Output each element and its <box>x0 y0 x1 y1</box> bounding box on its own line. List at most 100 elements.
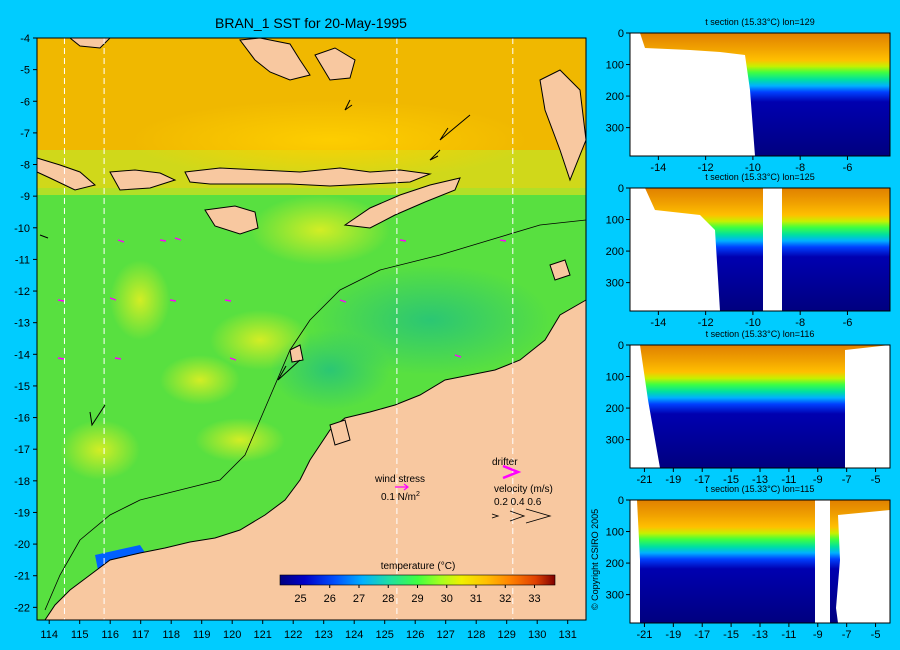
colorbar-tick-label: 33 <box>528 593 540 605</box>
x-tick-label: 124 <box>345 629 363 641</box>
y-tick-label: -15 <box>14 381 30 393</box>
x-tick-label: 120 <box>223 629 241 641</box>
section-y-tick-label: 300 <box>606 123 624 135</box>
section-x-tick-label: -10 <box>745 162 761 174</box>
drifter-legend-arrow <box>502 464 522 480</box>
small-islands <box>329 419 351 446</box>
y-tick-label: -4 <box>20 33 30 45</box>
x-tick-label: 126 <box>406 629 424 641</box>
section-panel: t section (15.33°C) lon=125 0 100 200 300 -14… <box>606 172 891 329</box>
x-tick-label: 127 <box>437 629 455 641</box>
section-bathymetry <box>836 510 890 623</box>
wind-stress-label: wind stress <box>374 474 425 485</box>
sst-eddy <box>195 418 285 462</box>
section-x-tick-label: -14 <box>650 317 666 329</box>
drifter-marker <box>169 299 177 302</box>
drifter-marker <box>159 239 167 242</box>
section-x-tick-label: -9 <box>813 474 823 486</box>
main-map-frame <box>36 37 587 621</box>
drifter-marker <box>339 299 347 303</box>
section-x-tick-label: -21 <box>636 629 652 641</box>
sumba-island <box>204 205 259 235</box>
y-tick-label: -12 <box>14 286 30 298</box>
section-panel: t section (15.33°C) lon=115 0 100 200 300 -21… <box>606 484 891 641</box>
y-tick-label: -7 <box>20 128 30 140</box>
y-tick-label: -6 <box>20 96 30 108</box>
section-y-tick-label: 100 <box>606 372 624 384</box>
section-x-tick-label: -11 <box>781 629 796 641</box>
wind-arrow <box>39 234 49 239</box>
x-tick-label: 125 <box>376 629 394 641</box>
timor-island <box>343 177 461 229</box>
section-y-tick-label: 100 <box>606 215 624 227</box>
x-tick-label: 117 <box>132 629 150 641</box>
colorbar-tick-label: 25 <box>294 593 306 605</box>
section-bathymetry <box>845 345 890 468</box>
x-tick-label: 130 <box>528 629 546 641</box>
section-panels: t section (15.33°C) lon=129 0 100 200 300 -14… <box>606 17 891 641</box>
colorbar-gradient <box>279 574 556 586</box>
colorbar-tick-label: 31 <box>470 593 482 605</box>
small-islands <box>539 69 587 182</box>
section-y-tick-label: 200 <box>606 246 624 258</box>
drifter-marker <box>114 357 122 360</box>
section-x-tick-label: -11 <box>781 474 796 486</box>
australia-landmass <box>44 299 587 621</box>
section-x-tick-label: -19 <box>665 474 681 486</box>
section-x-tick-label: -7 <box>842 474 852 486</box>
x-tick-label: 116 <box>101 629 119 641</box>
colorbar-tick-label: 30 <box>441 593 453 605</box>
section-bathymetry <box>630 188 720 311</box>
y-tick-label: -9 <box>20 191 30 203</box>
section-title: t section (15.33°C) lon=129 <box>705 17 814 27</box>
velocity-legend-arrows <box>491 508 552 524</box>
y-tick-label: -14 <box>14 349 30 361</box>
section-y-tick-label: 200 <box>606 558 624 570</box>
section-y-tick-label: 300 <box>606 590 624 602</box>
x-tick-label: 114 <box>40 629 58 641</box>
velocity-values: 0.2 0.4 0.6 <box>494 497 542 508</box>
drifter-label: drifter <box>492 457 518 468</box>
small-islands <box>549 259 571 281</box>
section-x-tick-label: -14 <box>650 162 666 174</box>
wind-arrow <box>429 149 441 161</box>
section-bathymetry <box>630 33 755 156</box>
drifter-legend: drifter velocity (m/s) 0.2 0.4 0.6 <box>491 457 553 524</box>
x-tick-label: 121 <box>254 629 272 641</box>
y-tick-label: -17 <box>14 444 30 456</box>
section-gap <box>815 500 830 623</box>
wind-stress-legend: wind stress 0.1 N/m2 <box>374 474 425 503</box>
y-tick-label: -22 <box>14 602 30 614</box>
y-tick-label: -13 <box>14 318 30 330</box>
main-map-x-axis: 114 115 116 117 118 119 120 121 122 123 124 125 126 1… <box>40 620 577 641</box>
section-x-tick-label: -8 <box>795 317 805 329</box>
section-y-tick-label: 0 <box>618 183 624 195</box>
section-frame <box>629 32 891 157</box>
drifter-markers <box>57 237 507 361</box>
section-x-tick-label: -9 <box>813 629 823 641</box>
y-tick-label: -16 <box>14 413 30 425</box>
section-x-tick-label: -17 <box>694 629 710 641</box>
section-x-tick-label: -13 <box>752 629 768 641</box>
section-y-tick-label: 200 <box>606 403 624 415</box>
section-panel: t section (15.33°C) lon=129 0 100 200 300 -14… <box>606 17 891 174</box>
section-gap <box>763 188 782 311</box>
drifter-marker <box>454 354 462 358</box>
wind-stress-legend-arrow <box>395 483 409 491</box>
section-y-tick-label: 0 <box>618 495 624 507</box>
sst-cool-patch <box>270 330 390 410</box>
main-map-y-axis: -4 -5 -6 -7 -8 -9 -10 -11 -12 -13 -14 -15 -16 -17 -18 -… <box>14 33 37 614</box>
wind-arrow <box>89 404 106 427</box>
java-island <box>36 157 97 191</box>
section-panel: t section (15.33°C) lon=116 0 100 200 300 -21… <box>606 329 891 486</box>
section-x-tick-label: -13 <box>752 474 768 486</box>
x-tick-label: 119 <box>193 629 211 641</box>
section-x-tick-label: -12 <box>698 162 714 174</box>
x-tick-label: 129 <box>498 629 516 641</box>
main-map-title: BRAN_1 SST for 20-May-1995 <box>215 15 407 31</box>
y-tick-label: -18 <box>14 476 30 488</box>
section-y-tick-label: 0 <box>618 28 624 40</box>
section-x-tick-label: -8 <box>795 162 805 174</box>
section-x-tick-label: -17 <box>694 474 710 486</box>
